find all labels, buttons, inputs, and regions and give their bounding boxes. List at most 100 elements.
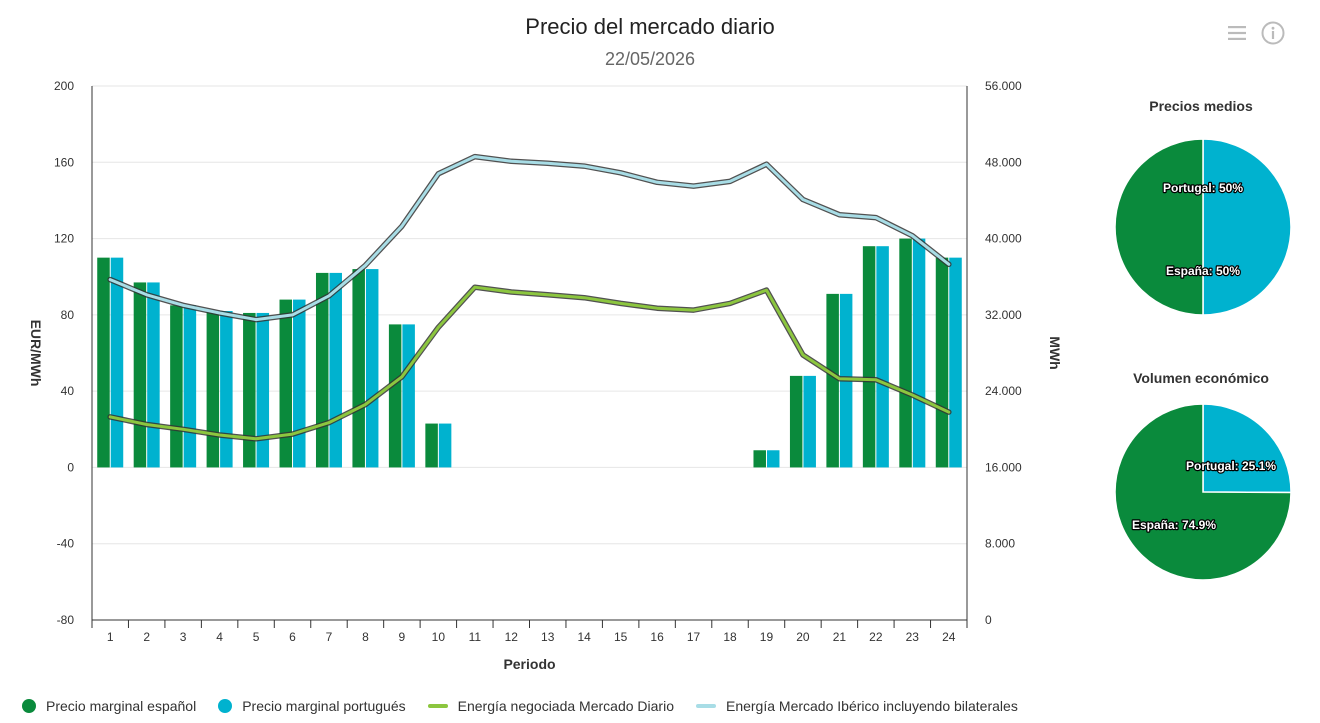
x-tick-label: 10 [432,630,446,644]
chart-title: Precio del mercado diario [525,14,775,39]
legend-marker-spain [22,699,36,713]
bar-precio-portugues [402,324,415,468]
bar-precio-espanol [388,324,402,468]
bar-precio-espanol [789,375,803,468]
line-energia-iberico [108,155,951,322]
legend-item-energia-iberico[interactable]: Energía Mercado Ibérico incluyendo bilat… [695,698,1018,714]
bar-precio-espanol [170,305,183,468]
legend-label: Energía negociada Mercado Diario [457,698,674,714]
bar-precio-espanol [935,257,949,468]
y-axis-title-right: MWh [1047,336,1063,369]
legend-item-energia-diario[interactable]: Energía negociada Mercado Diario [427,698,674,714]
bar-precio-espanol [899,238,912,468]
pie-chart-precios-medios: Portugal: 50% España: 50% [1114,138,1292,316]
x-tick-label: 4 [216,630,223,644]
bar-precio-espanol [315,272,329,468]
bar-precio-portugues [147,282,160,468]
x-tick-label: 21 [833,630,847,644]
legend-marker-energy-daily [427,704,448,708]
y-tick-label-left: 0 [67,460,74,474]
y-tick-label-right: 32.000 [985,308,1022,322]
bar-precio-espanol [97,257,110,468]
x-tick-label: 20 [796,630,810,644]
legend-item-precio-portugues[interactable]: Precio marginal portugués [218,698,406,714]
x-tick-label: 14 [578,630,592,644]
pie-data-label: España: 74.9% [1132,518,1216,532]
x-tick-label: 1 [107,630,114,644]
legend-marker-energy-iberian [695,704,716,708]
y-tick-label-left: 40 [61,384,75,398]
main-chart: 20016012080400-40-8056.00048.00040.00032… [28,79,1063,672]
x-tick-label: 7 [326,630,333,644]
x-tick-label: 23 [906,630,920,644]
bar-precio-espanol [206,311,220,468]
y-tick-label-left: 80 [61,308,75,322]
pie-slice-españa[interactable] [1114,138,1204,316]
info-icon[interactable] [1260,20,1286,46]
hamburger-menu-icon[interactable] [1224,20,1250,46]
line-energia-diario [108,285,951,441]
bar-precio-portugues [876,246,889,468]
y-tick-label-right: 40.000 [985,232,1022,246]
chart-subtitle-date: 22/05/2026 [604,49,696,69]
y-axis-title-left: EUR/MWh [28,320,44,387]
bar-precio-espanol [826,293,839,468]
y-tick-label-left: 120 [54,232,74,246]
pie-data-label: España: 50% [1166,264,1240,278]
pie-data-label: Portugal: 50% [1163,181,1243,195]
pie-slice-españa[interactable] [1114,403,1292,581]
bar-precio-portugues [365,269,379,468]
legend-item-precio-espanol[interactable]: Precio marginal español [22,698,196,714]
y-tick-label-right: 24.000 [985,384,1022,398]
bar-precio-espanol [862,246,876,468]
legend-label: Precio marginal portugués [242,698,406,714]
bar-precio-portugues [949,257,962,468]
x-axis-title: Periodo [503,656,555,672]
chart-legend: Precio marginal español Precio marginal … [22,698,1040,714]
x-tick-label: 22 [869,630,883,644]
bar-precio-espanol [753,450,766,468]
x-tick-label: 12 [505,630,519,644]
y-tick-label-left: -80 [57,613,75,627]
bar-precio-portugues [329,272,342,468]
y-tick-label-right: 0 [985,613,992,627]
pie-chart-volumen-economico: Portugal: 25.1% España: 74.9% [1114,403,1292,581]
x-tick-label: 15 [614,630,628,644]
pie-slice-portugal[interactable] [1202,403,1292,494]
x-tick-label: 16 [650,630,664,644]
y-tick-label-right: 56.000 [985,79,1022,93]
legend-marker-portugal [218,699,233,713]
bar-precio-espanol [133,282,147,468]
x-tick-label: 18 [723,630,737,644]
pie-data-label: Portugal: 25.1% [1186,459,1276,473]
bar-precio-portugues [256,312,270,468]
bar-precio-portugues [766,450,780,468]
y-tick-label-left: 160 [54,155,74,169]
bar-precio-portugues [110,257,124,468]
bar-precio-espanol [279,299,293,468]
legend-label: Precio marginal español [46,698,197,714]
bar-precio-espanol [243,312,256,468]
x-tick-label: 13 [541,630,555,644]
x-tick-label: 2 [143,630,150,644]
bar-precio-portugues [803,375,816,468]
pie-title-volumen-economico: Volumen económico [1133,370,1269,386]
x-tick-label: 19 [760,630,774,644]
x-tick-label: 24 [942,630,956,644]
bar-precio-portugues [293,299,306,468]
legend-label: Energía Mercado Ibérico incluyendo bilat… [725,698,1018,714]
bar-precio-portugues [912,238,926,468]
y-tick-label-left: 200 [54,79,74,93]
bar-precio-espanol [425,423,438,468]
y-tick-label-right: 16.000 [985,460,1022,474]
x-tick-label: 3 [180,630,187,644]
bar-precio-portugues [220,311,233,468]
y-tick-label-right: 8.000 [985,537,1015,551]
y-tick-label-right: 48.000 [985,155,1022,169]
bar-precio-portugues [438,423,452,468]
line-energia-diario-shadow [107,284,952,442]
pie-slice-portugal[interactable] [1202,138,1292,316]
pie-title-precios-medios: Precios medios [1149,98,1253,114]
x-tick-label: 8 [362,630,369,644]
x-tick-label: 6 [289,630,296,644]
